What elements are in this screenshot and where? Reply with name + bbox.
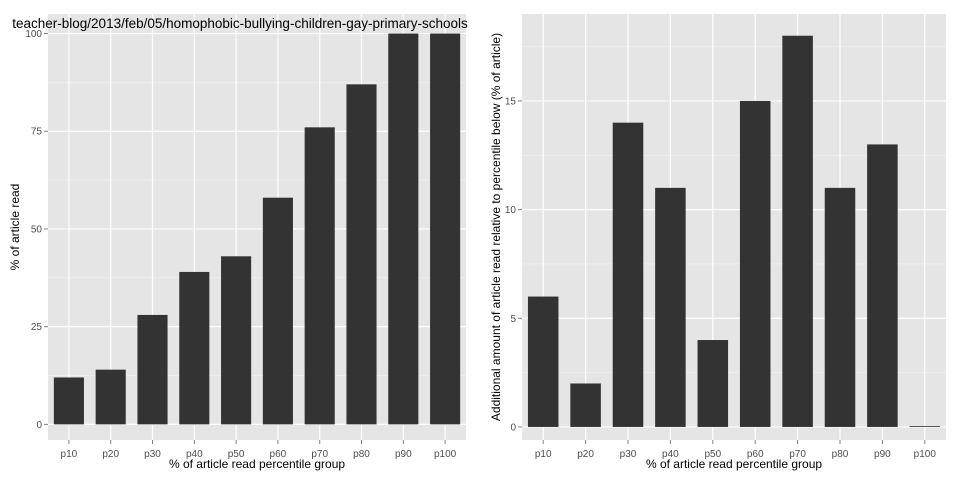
y-tick-label: 50	[31, 224, 43, 235]
bar-p30	[612, 122, 644, 427]
bar-p50	[221, 256, 252, 425]
x-tick-label: p60	[747, 449, 764, 460]
bar-p30	[137, 314, 168, 425]
bar-p20	[570, 383, 601, 427]
x-tick-label: p40	[186, 449, 203, 460]
x-tick-label: p70	[789, 449, 806, 460]
x-axis-label: % of article read percentile group	[169, 457, 345, 471]
x-tick-label: p30	[144, 449, 161, 460]
bar-p100	[430, 33, 461, 425]
x-tick-label: p20	[577, 449, 594, 460]
bar-p60	[262, 197, 293, 425]
x-tick-label: p80	[832, 449, 849, 460]
bar-p80	[346, 84, 377, 425]
y-tick-label: 25	[31, 322, 43, 333]
y-tick-label: 0	[510, 422, 516, 433]
bar-p60	[739, 100, 771, 427]
x-tick-label: p70	[311, 449, 328, 460]
x-tick-label: p100	[434, 449, 457, 460]
bar-p10	[527, 296, 559, 427]
x-tick-label: p90	[395, 449, 412, 460]
bar-p90	[388, 33, 419, 425]
y-tick-label: 75	[31, 127, 43, 138]
x-tick-label: p60	[270, 449, 287, 460]
y-tick-label: 15	[505, 96, 517, 107]
y-tick-label: 0	[36, 420, 42, 431]
left-chart: 0 25 50 75 100 p10 p20 p30 p40 p50 p60 p70 p80 p90 p10…	[8, 14, 468, 471]
x-tick-label: p50	[704, 449, 721, 460]
x-tick-label: p50	[228, 449, 245, 460]
x-tick-label: p90	[874, 449, 891, 460]
bar-p20	[95, 369, 126, 425]
x-tick-label: p40	[662, 449, 679, 460]
bar-p90	[867, 144, 898, 427]
y-axis-label: Additional amount of article read relati…	[489, 33, 503, 421]
bar-p10	[53, 377, 84, 425]
x-tick-label: p10	[535, 449, 552, 460]
y-axis-label: % of article read	[8, 184, 22, 271]
x-axis-label: % of article read percentile group	[646, 457, 822, 471]
right-chart: 0 5 10 15 p10 p20 p30 p40 p50 p60 p70 p80 p90 p100 % o…	[489, 14, 946, 471]
bar-p80	[824, 187, 856, 427]
bar-p100	[909, 426, 941, 427]
x-tick-label: p10	[61, 449, 78, 460]
bar-p40	[655, 187, 686, 427]
bar-p40	[179, 271, 210, 425]
y-tick-label: 5	[510, 314, 516, 325]
bar-p70	[304, 127, 335, 425]
y-tick-label: 10	[505, 205, 517, 216]
y-tick-label: 100	[25, 29, 42, 40]
x-tick-label: p20	[102, 449, 119, 460]
bar-p70	[782, 35, 813, 427]
x-tick-label: p80	[353, 449, 370, 460]
x-tick-label: p100	[914, 449, 937, 460]
x-tick-label: p30	[620, 449, 637, 460]
bar-p50	[697, 340, 729, 427]
chart-title: teacher-blog/2013/feb/05/homophobic-bull…	[12, 16, 468, 31]
